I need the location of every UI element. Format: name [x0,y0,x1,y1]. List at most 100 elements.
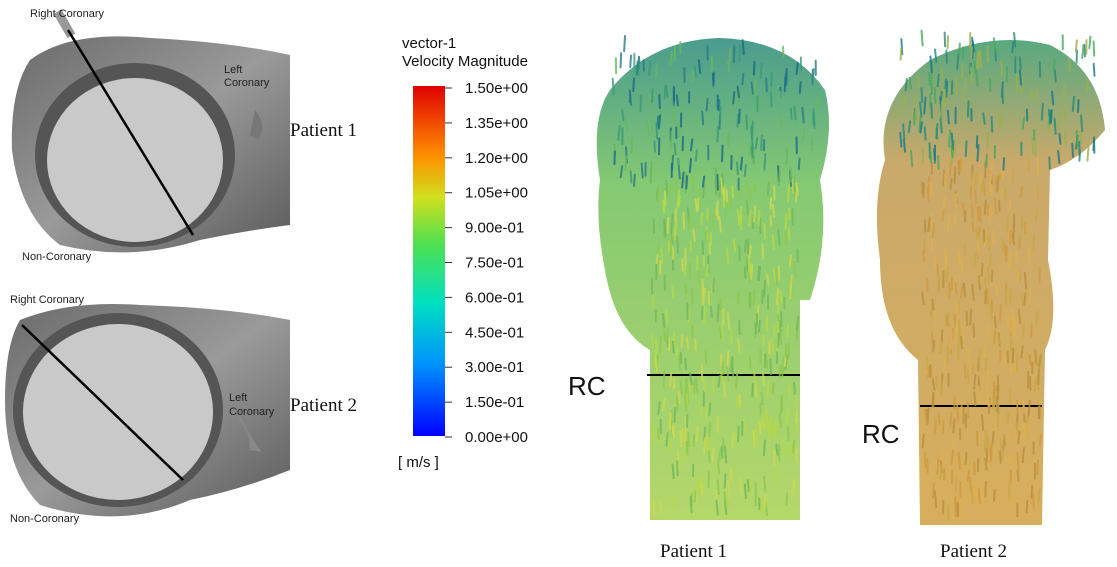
flow-vector [959,500,963,519]
flow-vector [958,158,962,173]
flow-vector [921,433,925,449]
flow-vector [957,451,961,470]
flow-vector [993,419,997,436]
flow-vector [795,61,799,75]
flow-vector [677,355,682,371]
flow-vector [948,160,952,177]
patient-caption: Patient 1 [660,541,727,562]
flow-vector [996,331,1000,345]
left-coronary-label: Coronary [224,77,270,89]
flow-vector [974,170,978,188]
flow-vector [1011,167,1015,185]
flow-vector [982,228,986,243]
flow-vector [699,402,703,420]
flow-vector [1092,40,1096,57]
flow-vector [782,438,786,454]
flow-vector [1033,379,1037,393]
flow-vector [927,365,931,379]
non-coronary-label: Non-Coronary [10,513,80,525]
flow-vector [780,396,783,414]
flow-vector [1071,95,1076,112]
flow-vector [953,313,957,328]
flow-vector [717,459,721,475]
flow-vector [681,171,685,189]
flow-vector [785,408,790,425]
flow-vector [663,192,667,211]
flow-vector [761,372,766,386]
flow-vector [954,281,958,295]
flow-vector [718,105,722,122]
flow-vector [955,302,959,320]
flow-vector [923,239,926,253]
flow-vector [729,356,733,371]
flow-vector [648,61,652,76]
flow-vector [706,433,709,452]
flow-vector [971,39,975,53]
flow-vector [687,215,691,231]
flow-vector [657,401,661,416]
flow-vector [688,157,692,174]
flow-vector [696,477,700,492]
flow-vector [976,144,980,162]
flow-vector [754,79,757,98]
flow-vector [665,179,669,197]
flow-vector [739,156,744,171]
flow-vector [721,173,725,188]
flow-vector [1003,434,1007,447]
flow-vector [932,339,936,353]
flow-vector [949,411,953,428]
legend-tick-label: 7.50e-01 [465,255,524,272]
flow-vector [1015,420,1019,434]
flow-vector [925,357,929,371]
non-coronary-label: Non-Coronary [22,251,92,263]
flow-vector [952,436,955,451]
flow-vector [1015,250,1018,265]
flow-vector [710,55,714,73]
flow-vector [902,95,906,112]
flow-vector [752,429,756,448]
flow-vector [970,172,974,185]
flow-vector [1001,88,1004,105]
flow-vector [683,433,687,447]
flow-vector [946,214,951,231]
rc-label: RC [862,419,900,449]
legend-tick-label: 1.35e+00 [465,115,528,132]
flow-vector [759,62,763,79]
flow-vector [939,118,943,134]
flow-vector [745,114,749,130]
flow-vector [922,249,926,262]
flow-vector [775,465,779,483]
flow-vector [1086,146,1090,162]
flow-vector [775,287,780,306]
flow-vector [1021,116,1026,131]
flow-vector [659,501,663,516]
flow-vector [675,346,679,359]
flow-vector [966,369,970,384]
flow-vector [930,76,933,95]
flow-vector [716,173,719,191]
legend-tick-label: 1.50e+00 [465,80,528,97]
flow-vector [694,149,698,162]
flow-vector [995,396,999,413]
flow-vector [717,374,721,388]
flow-vector [981,413,985,432]
flow-vector [1035,309,1039,328]
flow-vector [956,403,960,422]
flow-vector [750,263,754,281]
flow-vector [941,208,945,222]
flow-vector [953,212,957,226]
flow-vector [650,88,654,104]
flow-vector [789,283,793,300]
flow-vector [947,312,951,328]
flow-vector [801,128,806,142]
flow-vector [685,336,690,350]
flow-vector [963,363,967,379]
flow-vector [1019,185,1024,199]
flow-vector [1074,39,1078,53]
flow-vector [1000,167,1005,182]
flow-vector [701,110,705,126]
flow-vector [1050,90,1055,106]
flow-vector [656,187,660,203]
flow-vector [1016,400,1019,414]
flow-vector [663,84,667,100]
